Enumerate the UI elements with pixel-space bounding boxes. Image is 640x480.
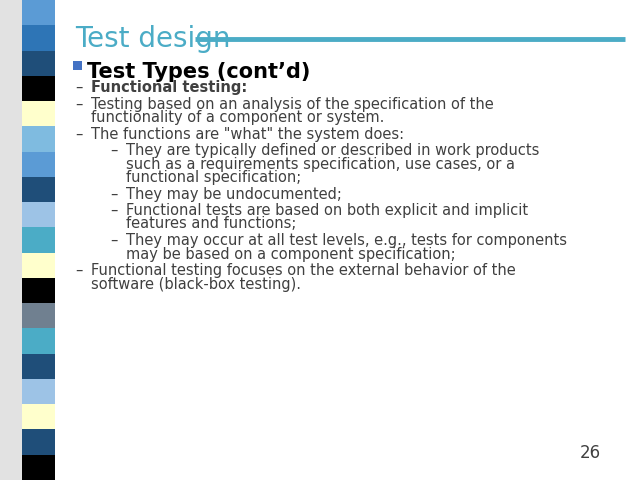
- Bar: [22, 278, 55, 303]
- Text: 26: 26: [579, 444, 600, 462]
- Bar: [22, 177, 55, 202]
- Bar: [22, 252, 55, 278]
- Bar: [22, 354, 55, 379]
- Bar: [22, 25, 55, 50]
- Text: –: –: [110, 233, 117, 248]
- Text: functionality of a component or system.: functionality of a component or system.: [91, 110, 385, 125]
- Bar: [22, 76, 55, 101]
- Text: such as a requirements specification, use cases, or a: such as a requirements specification, us…: [126, 156, 515, 171]
- Text: features and functions;: features and functions;: [126, 216, 296, 231]
- Text: –: –: [75, 96, 83, 111]
- Bar: [22, 379, 55, 404]
- Bar: [22, 455, 55, 480]
- Text: They may be undocumented;: They may be undocumented;: [126, 187, 342, 202]
- Text: software (black-box testing).: software (black-box testing).: [91, 276, 301, 291]
- Bar: [22, 228, 55, 252]
- Text: –: –: [75, 80, 83, 95]
- Text: functional specification;: functional specification;: [126, 170, 301, 185]
- Text: They are typically defined or described in work products: They are typically defined or described …: [126, 143, 540, 158]
- Bar: [22, 152, 55, 177]
- Text: –: –: [75, 127, 83, 142]
- Bar: [22, 0, 55, 25]
- Bar: [0, 0, 22, 480]
- Bar: [73, 61, 82, 70]
- Text: Test Types (cont’d): Test Types (cont’d): [87, 62, 310, 82]
- Bar: [22, 303, 55, 328]
- Bar: [22, 430, 55, 455]
- Text: Functional tests are based on both explicit and implicit: Functional tests are based on both expli…: [126, 203, 528, 218]
- Text: The functions are "what" the system does:: The functions are "what" the system does…: [91, 127, 404, 142]
- Text: Functional testing focuses on the external behavior of the: Functional testing focuses on the extern…: [91, 263, 516, 278]
- Bar: [22, 404, 55, 430]
- Text: Functional testing:: Functional testing:: [91, 80, 247, 95]
- Text: They may occur at all test levels, e.g., tests for components: They may occur at all test levels, e.g.,…: [126, 233, 567, 248]
- Text: –: –: [110, 187, 117, 202]
- Text: Testing based on an analysis of the specification of the: Testing based on an analysis of the spec…: [91, 96, 493, 111]
- Bar: [22, 202, 55, 228]
- Text: –: –: [110, 143, 117, 158]
- Bar: [22, 328, 55, 354]
- Text: –: –: [110, 203, 117, 218]
- Text: Test design: Test design: [75, 25, 230, 53]
- Text: –: –: [75, 263, 83, 278]
- Bar: [22, 101, 55, 126]
- Bar: [22, 126, 55, 152]
- Bar: [22, 50, 55, 76]
- Text: may be based on a component specification;: may be based on a component specificatio…: [126, 247, 456, 262]
